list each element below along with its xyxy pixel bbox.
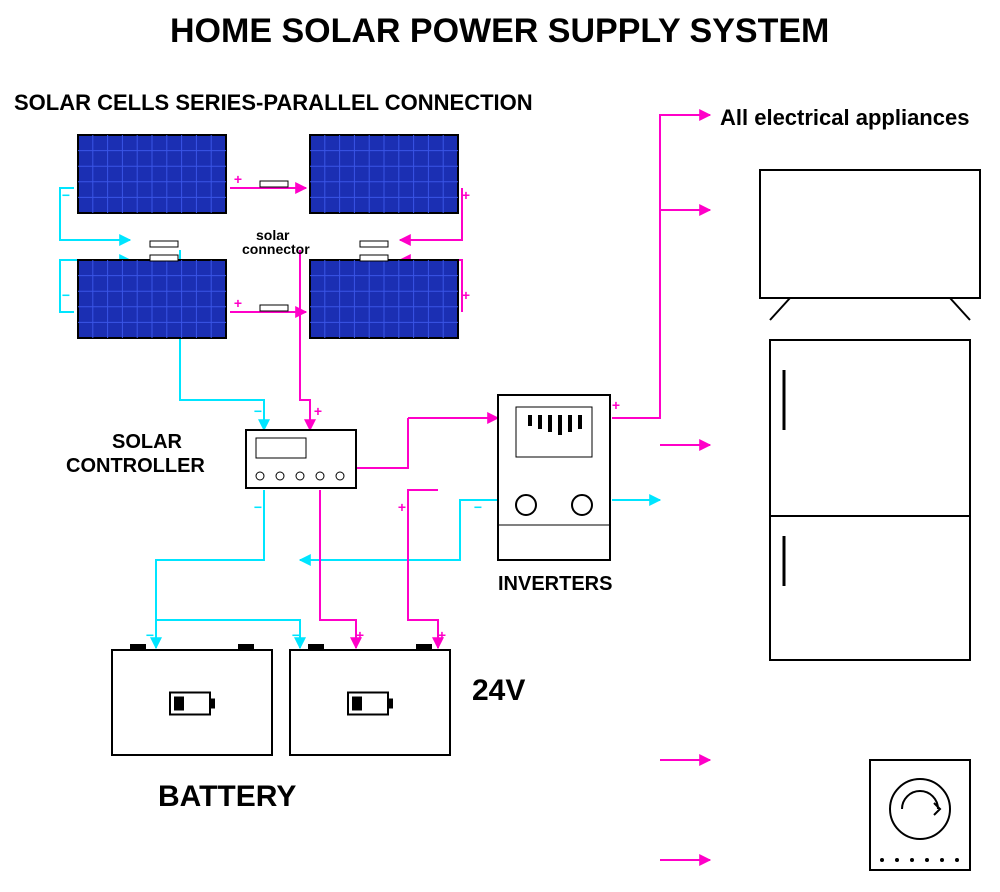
polarity-mark: − [292,627,300,643]
voltage-label: 24V [472,674,525,707]
battery [112,644,272,755]
battery [290,644,450,755]
wire [356,418,498,468]
controller-label: CONTROLLER [66,455,205,477]
polarity-mark: − [254,499,262,515]
polarity-mark: + [398,499,406,515]
polarity-mark: − [62,287,70,303]
wire [300,250,310,430]
battery-label: BATTERY [158,780,296,813]
polarity-mark: − [254,403,262,419]
polarity-mark: + [356,627,364,643]
inverter [498,395,610,560]
inverter-label: INVERTERS [498,573,612,595]
polarity-mark: + [462,287,470,303]
fridge-icon [770,340,970,660]
connector-icon [150,241,178,247]
polarity-mark: + [438,627,446,643]
connector-icon [260,181,288,187]
solar-panel [310,260,458,338]
appliances-label: All electrical appliances [720,105,969,130]
polarity-mark: − [474,499,482,515]
polarity-mark: − [146,627,154,643]
connector-icon [260,305,288,311]
polarity-mark: + [462,187,470,203]
polarity-mark: − [62,187,70,203]
solar-panel [310,135,458,213]
solar-panel [78,260,226,338]
solar-panel [78,135,226,213]
connector-icon [150,255,178,261]
polarity-mark: + [612,397,620,413]
connector-icon [360,255,388,261]
wire [156,620,300,648]
wire [156,490,264,648]
diagram-title: HOME SOLAR POWER SUPPLY SYSTEM [170,12,829,50]
wire [320,490,356,648]
solar-controller [246,430,356,488]
wire [408,490,438,648]
polarity-mark: + [234,295,242,311]
washer-icon [870,760,970,870]
controller-label: SOLAR [112,431,183,453]
tv-icon [760,170,980,320]
wire [612,115,710,418]
subtitle: SOLAR CELLS SERIES-PARALLEL CONNECTION [14,90,533,115]
polarity-mark: + [314,403,322,419]
polarity-mark: + [234,171,242,187]
solar-connector-label: connector [242,241,310,257]
connector-icon [360,241,388,247]
